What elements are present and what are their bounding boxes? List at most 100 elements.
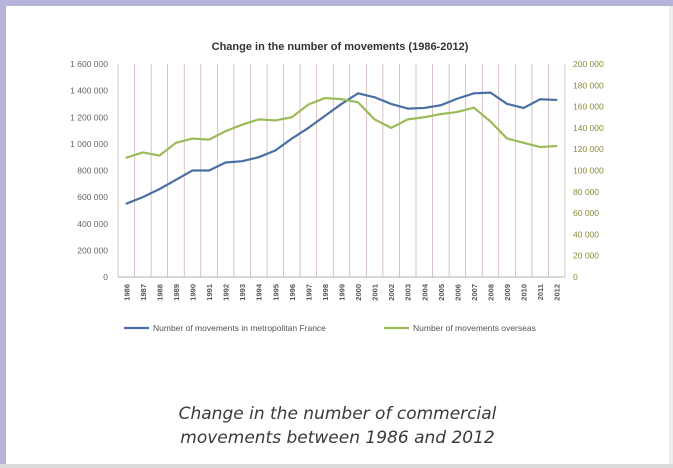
- data-point: [489, 120, 492, 123]
- x-tick-label: 1999: [338, 284, 347, 301]
- legend-label-france: Number of movements in metropolitan Fran…: [153, 323, 326, 333]
- data-point: [224, 161, 227, 164]
- data-point: [439, 113, 442, 115]
- data-point: [158, 154, 161, 157]
- line-chart: Change in the number of movements (1986-…: [70, 41, 604, 333]
- y-left-tick-label: 1 400 000: [70, 86, 108, 96]
- series-line: [125, 91, 557, 205]
- y-left-tick-label: 1 600 000: [70, 59, 108, 69]
- x-tick-label: 1994: [255, 283, 264, 301]
- frame-bottom-border: [0, 464, 673, 468]
- data-point: [191, 169, 194, 172]
- x-tick-label: 2007: [470, 284, 479, 301]
- y-right-tick-label: 120 000: [573, 144, 604, 154]
- y-right-tick-label: 100 000: [573, 166, 604, 176]
- data-point: [208, 138, 210, 141]
- x-tick-label: 1990: [189, 284, 198, 301]
- data-point: [307, 127, 310, 129]
- figure-caption: Change in the number of commercial movem…: [6, 402, 669, 450]
- x-tick-label: 2003: [404, 284, 413, 301]
- data-point: [158, 188, 161, 191]
- data-point: [257, 156, 260, 159]
- frame-left-border: [0, 0, 6, 468]
- caption-line-1: Change in the number of commercial: [178, 404, 497, 424]
- y-left-tick-label: 600 000: [77, 192, 108, 202]
- data-point: [274, 119, 277, 122]
- x-tick-label: 1996: [288, 284, 297, 301]
- data-point: [473, 92, 475, 95]
- data-point: [141, 196, 144, 199]
- data-point: [257, 118, 260, 121]
- data-point: [456, 97, 459, 100]
- data-point: [141, 151, 144, 154]
- x-tick-label: 1986: [122, 284, 131, 301]
- x-tick-label: 1992: [222, 284, 231, 301]
- x-tick-label: 2010: [520, 284, 529, 301]
- x-tick-label: 2009: [503, 284, 512, 301]
- data-point: [506, 137, 508, 140]
- data-point: [373, 118, 376, 121]
- data-point: [423, 107, 426, 109]
- chart-title: Change in the number of movements (1986-…: [212, 41, 469, 53]
- data-point: [522, 141, 525, 144]
- y-left-tick-label: 200 000: [77, 245, 108, 255]
- data-point: [439, 104, 442, 107]
- y-right-tick-label: 160 000: [573, 102, 604, 112]
- data-point: [324, 115, 326, 117]
- y-right-tick-label: 20 000: [573, 251, 599, 261]
- data-point: [357, 92, 359, 95]
- data-point: [406, 107, 409, 110]
- x-tick-label: 1998: [321, 284, 330, 301]
- frame-right-border: [669, 6, 673, 464]
- data-point: [489, 91, 492, 94]
- data-point: [456, 111, 459, 113]
- y-left-tick-label: 0: [103, 272, 108, 282]
- series-line: [125, 96, 557, 159]
- x-tick-label: 1991: [205, 284, 214, 301]
- y-right-tick-label: 0: [573, 272, 578, 282]
- data-point: [125, 202, 128, 205]
- data-point: [539, 98, 542, 101]
- x-tick-label: 1988: [155, 284, 164, 301]
- frame-top-border: [0, 0, 673, 6]
- caption-line-2: movements between 1986 and 2012: [180, 428, 495, 448]
- y-left-tick-label: 1 200 000: [70, 112, 108, 122]
- x-tick-label: 1997: [304, 284, 313, 301]
- y-left-tick-label: 400 000: [77, 219, 108, 229]
- y-right-tick-label: 140 000: [573, 123, 604, 133]
- data-point: [290, 116, 293, 119]
- data-point: [290, 137, 293, 140]
- data-point: [175, 178, 177, 181]
- data-point: [390, 127, 393, 129]
- data-point: [224, 130, 227, 132]
- data-point: [506, 103, 508, 105]
- data-point: [423, 116, 426, 119]
- data-point: [274, 149, 277, 152]
- y-right-tick-label: 40 000: [573, 229, 599, 239]
- data-point: [406, 118, 409, 121]
- y-right-tick-label: 180 000: [573, 80, 604, 90]
- data-point: [522, 107, 525, 109]
- data-point: [390, 103, 393, 105]
- x-tick-label: 2011: [536, 284, 545, 300]
- x-tick-label: 1989: [172, 284, 181, 301]
- legend-label-overseas: Number of movements overseas: [413, 323, 536, 333]
- x-tick-label: 2006: [453, 284, 462, 301]
- x-tick-label: 2012: [553, 284, 562, 301]
- y-right-tick-label: 60 000: [573, 208, 599, 218]
- data-point: [555, 99, 558, 101]
- data-point: [175, 141, 177, 144]
- data-point: [357, 101, 359, 104]
- y-right-tick-label: 200 000: [573, 59, 604, 69]
- x-tick-label: 1995: [271, 284, 280, 301]
- x-tick-label: 1993: [238, 284, 247, 301]
- data-point: [191, 137, 194, 140]
- data-point: [241, 160, 244, 163]
- x-tick-label: 2004: [420, 283, 429, 301]
- y-left-tick-label: 1 000 000: [70, 139, 108, 149]
- data-point: [307, 103, 310, 106]
- data-point: [208, 169, 210, 172]
- x-tick-label: 1987: [139, 284, 148, 301]
- data-point: [241, 123, 244, 126]
